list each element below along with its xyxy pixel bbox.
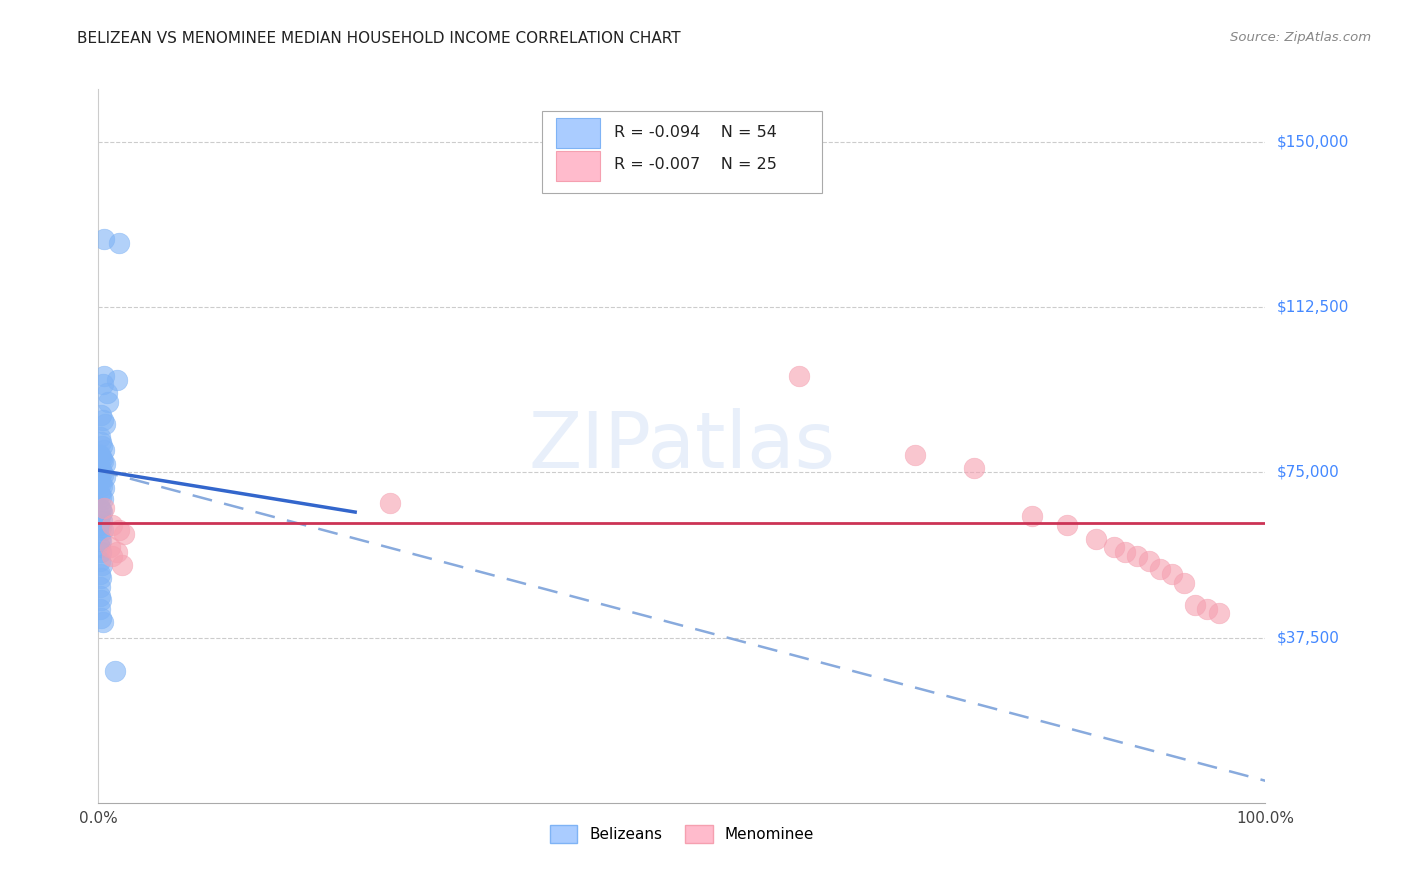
Point — [1126, 549, 1149, 563]
Point — [91, 467, 114, 482]
Point — [90, 439, 112, 453]
Point — [1056, 518, 1078, 533]
Text: R = -0.094    N = 54: R = -0.094 N = 54 — [614, 125, 778, 139]
Point — [89, 553, 111, 567]
Text: ZIPatlas: ZIPatlas — [529, 408, 835, 484]
Point — [1021, 509, 1043, 524]
Point — [93, 368, 115, 383]
Point — [105, 373, 128, 387]
Point — [91, 454, 114, 468]
Point — [108, 523, 131, 537]
Point — [90, 408, 112, 422]
Point — [90, 545, 112, 559]
Point — [90, 505, 112, 519]
Point — [90, 520, 112, 534]
Point — [93, 232, 115, 246]
Point — [1149, 562, 1171, 576]
Text: R = -0.007    N = 25: R = -0.007 N = 25 — [614, 157, 778, 172]
Point — [89, 430, 111, 444]
Point — [104, 664, 127, 678]
Point — [89, 589, 111, 603]
Point — [94, 470, 117, 484]
Point — [1173, 575, 1195, 590]
Point — [91, 377, 114, 392]
Text: $37,500: $37,500 — [1277, 630, 1340, 645]
Point — [98, 541, 121, 555]
FancyBboxPatch shape — [541, 111, 823, 193]
Point — [90, 463, 112, 477]
Point — [1085, 532, 1108, 546]
Point — [101, 549, 124, 563]
Point — [90, 571, 112, 585]
Point — [962, 461, 984, 475]
Point — [904, 448, 927, 462]
Point — [112, 527, 135, 541]
Point — [105, 545, 128, 559]
Point — [1208, 607, 1230, 621]
Point — [90, 450, 112, 464]
Point — [101, 518, 124, 533]
Point — [787, 368, 810, 383]
Point — [90, 466, 112, 480]
Point — [90, 434, 112, 449]
Point — [94, 417, 117, 431]
Text: $75,000: $75,000 — [1277, 465, 1340, 480]
Point — [90, 503, 112, 517]
Point — [1114, 545, 1136, 559]
Point — [1161, 566, 1184, 581]
Point — [89, 461, 111, 475]
Point — [89, 509, 111, 524]
Legend: Belizeans, Menominee: Belizeans, Menominee — [544, 819, 820, 848]
Point — [90, 514, 112, 528]
Point — [90, 593, 112, 607]
Point — [89, 541, 111, 555]
Point — [1102, 541, 1125, 555]
FancyBboxPatch shape — [555, 118, 600, 148]
Text: BELIZEAN VS MENOMINEE MEDIAN HOUSEHOLD INCOME CORRELATION CHART: BELIZEAN VS MENOMINEE MEDIAN HOUSEHOLD I… — [77, 31, 681, 46]
Text: Source: ZipAtlas.com: Source: ZipAtlas.com — [1230, 31, 1371, 45]
Point — [96, 386, 118, 401]
Point — [89, 500, 111, 515]
Point — [1137, 553, 1160, 567]
Text: $112,500: $112,500 — [1277, 300, 1348, 315]
Point — [89, 448, 111, 462]
Point — [89, 602, 111, 616]
Point — [97, 395, 120, 409]
Point — [89, 566, 111, 581]
Point — [90, 476, 112, 491]
Point — [91, 615, 114, 630]
Point — [94, 457, 117, 471]
Point — [90, 478, 112, 492]
Point — [89, 532, 111, 546]
Point — [380, 496, 402, 510]
Point — [111, 558, 134, 572]
Point — [91, 491, 114, 506]
Point — [89, 580, 111, 594]
Point — [90, 452, 112, 467]
Point — [89, 518, 111, 533]
Point — [93, 500, 115, 515]
Point — [1195, 602, 1218, 616]
Point — [89, 487, 111, 501]
Text: $150,000: $150,000 — [1277, 135, 1348, 150]
Point — [90, 533, 112, 548]
Point — [91, 523, 114, 537]
Point — [93, 443, 115, 458]
Point — [90, 490, 112, 504]
Point — [108, 236, 131, 251]
Point — [90, 558, 112, 572]
Point — [93, 481, 115, 495]
Point — [91, 412, 114, 426]
Point — [90, 611, 112, 625]
Point — [1184, 598, 1206, 612]
FancyBboxPatch shape — [555, 151, 600, 180]
Point — [89, 475, 111, 489]
